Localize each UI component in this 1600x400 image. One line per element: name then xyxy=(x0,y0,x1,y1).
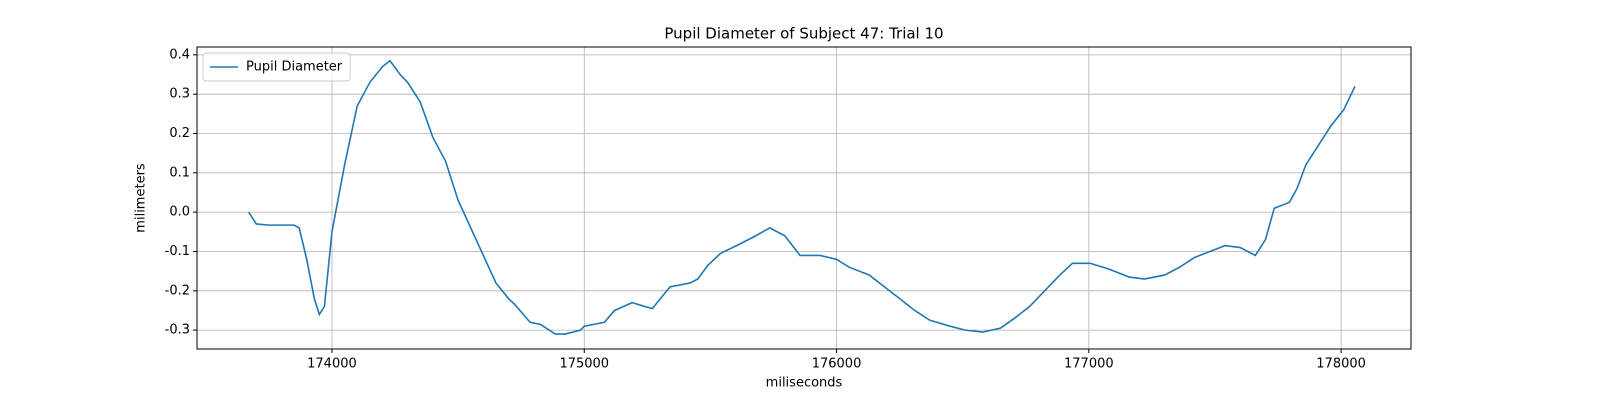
x-axis-label: miliseconds xyxy=(766,376,843,391)
y-tick-label: 0.0 xyxy=(169,205,190,220)
x-tick-label: 178000 xyxy=(1316,357,1366,372)
x-tick-label: 174000 xyxy=(307,357,357,372)
legend-box xyxy=(202,52,351,82)
y-tick-label: 0.4 xyxy=(169,47,190,62)
legend-label: Pupil Diameter xyxy=(246,60,343,75)
x-tick-label: 177000 xyxy=(1064,357,1114,372)
legend: Pupil Diameter xyxy=(202,52,351,82)
y-tick-label: -0.3 xyxy=(165,323,190,338)
y-tick-label: -0.2 xyxy=(165,283,190,298)
plot-frame xyxy=(196,46,1412,350)
data-line xyxy=(248,59,1356,335)
x-tick-label: 176000 xyxy=(812,357,862,372)
y-tick-label: -0.1 xyxy=(165,244,190,259)
x-tick-label: 175000 xyxy=(559,357,609,372)
chart-title: Pupil Diameter of Subject 47: Trial 10 xyxy=(664,25,943,43)
y-tick-label: 0.2 xyxy=(169,126,190,141)
y-tick-label: 0.3 xyxy=(169,87,190,102)
y-axis-label: milimeters xyxy=(134,163,149,233)
y-tick-label: 0.1 xyxy=(169,165,190,180)
